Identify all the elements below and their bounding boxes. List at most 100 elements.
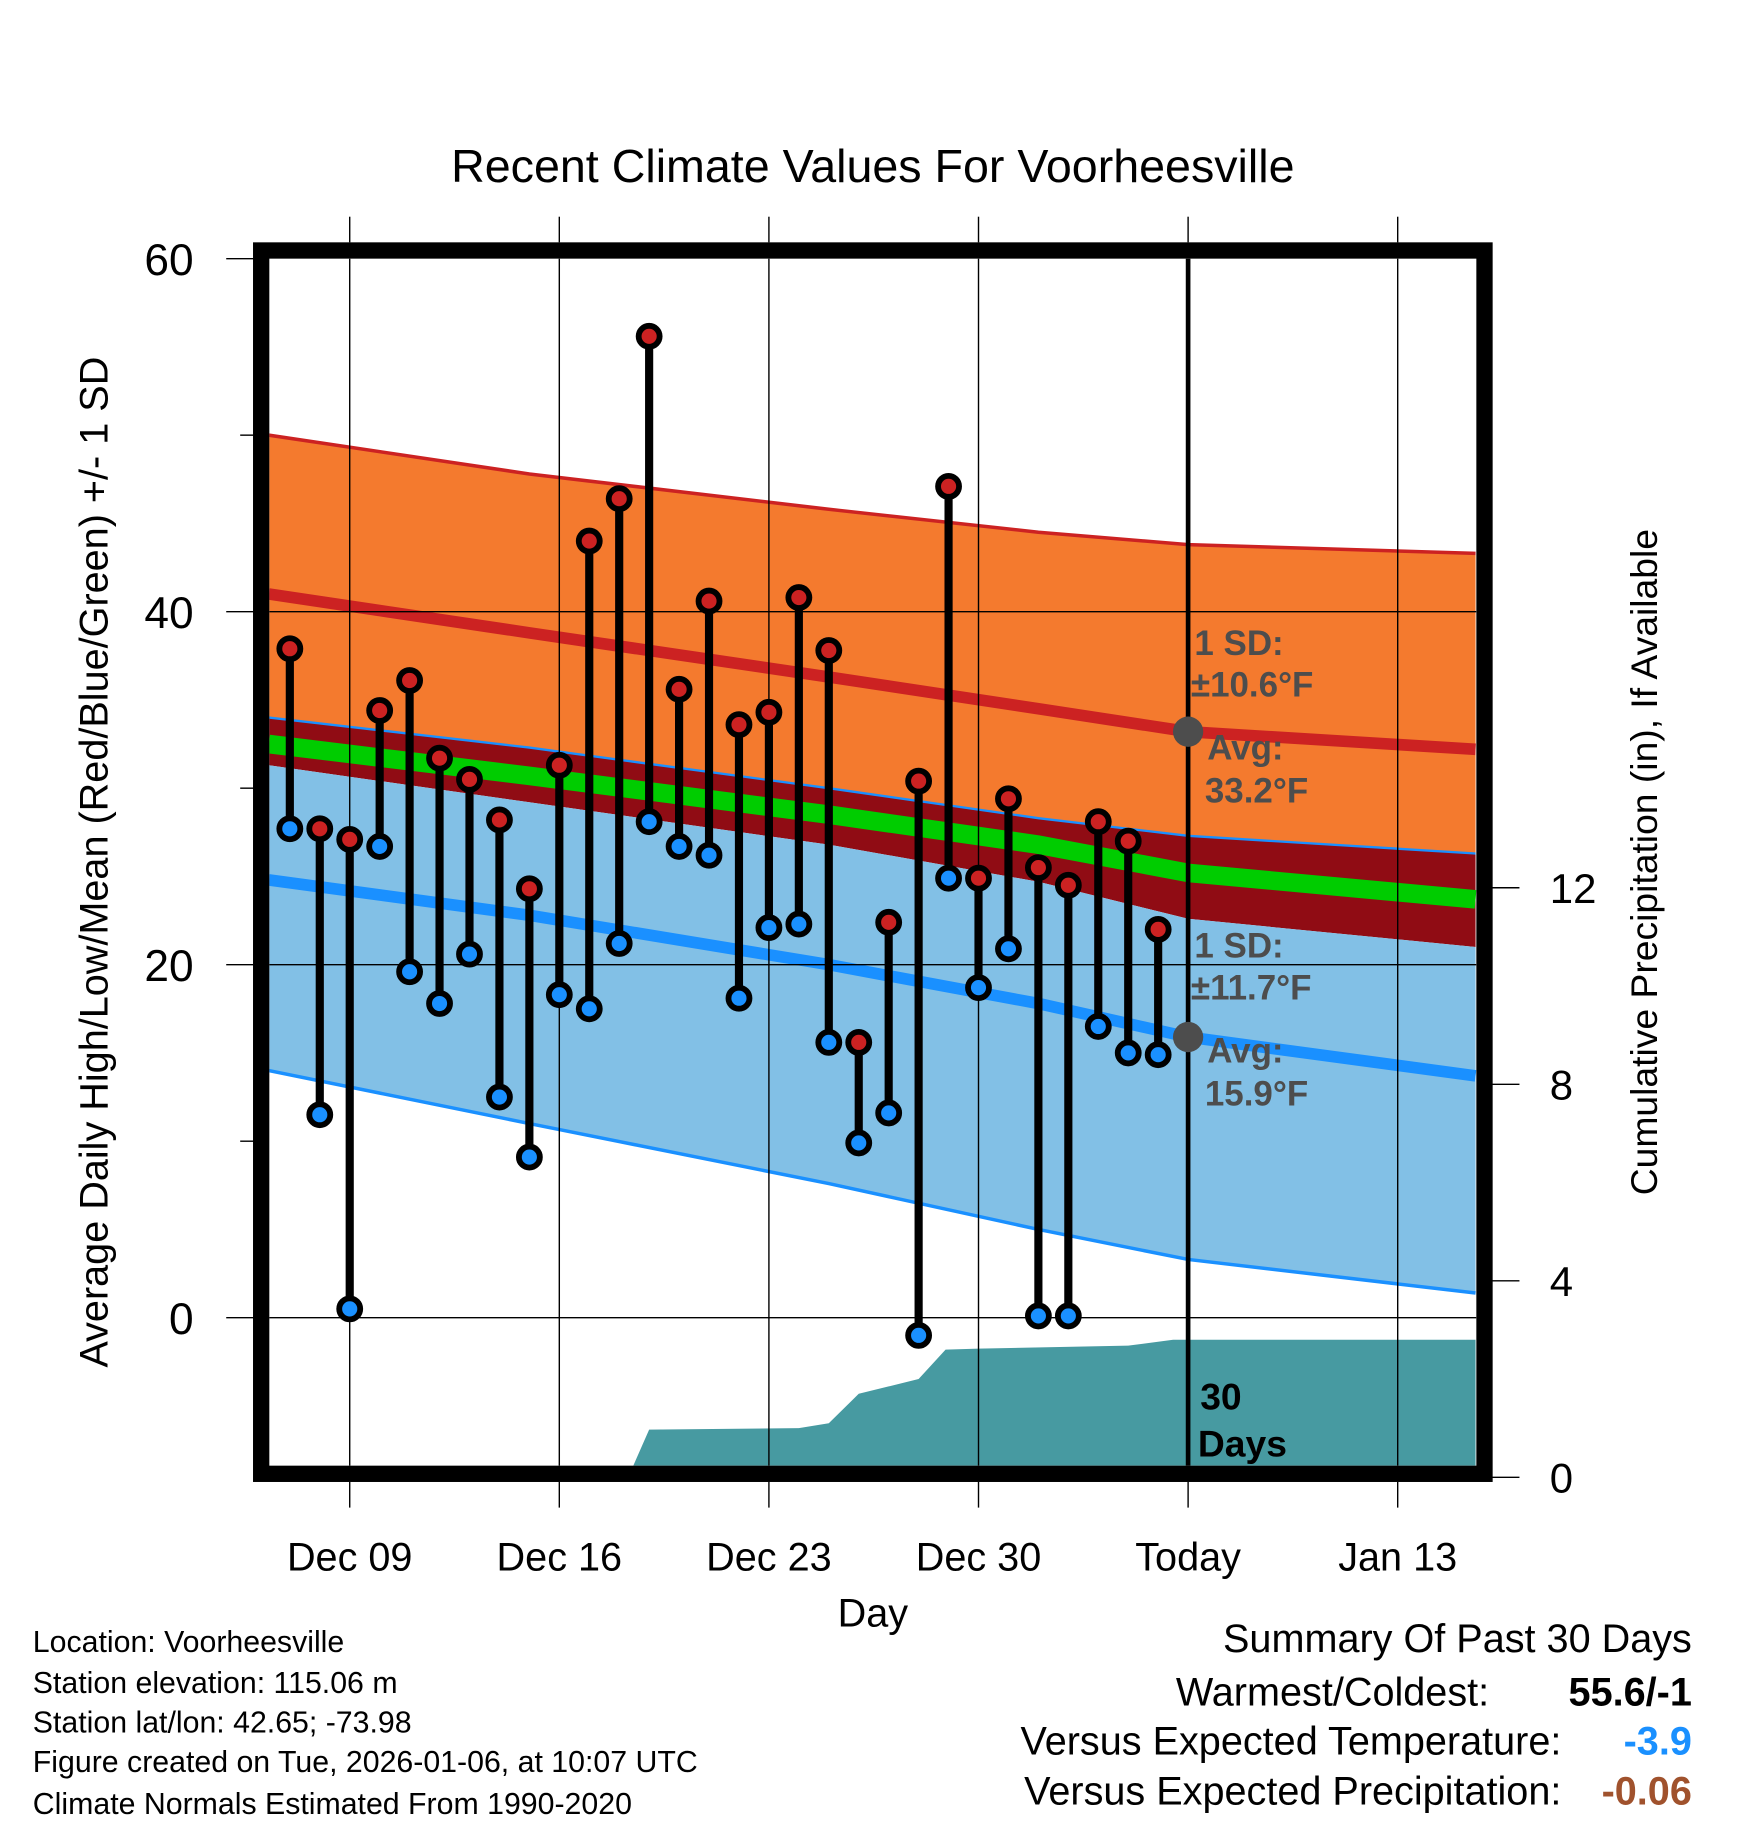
daily-low-point [1114, 1039, 1142, 1067]
low-avg-label: Avg: [1207, 1032, 1283, 1071]
warm-cold-value: 55.6/-1 [1569, 1671, 1692, 1715]
daily-high-point [276, 635, 304, 663]
daily-high-point [605, 485, 633, 513]
x-tick-label: Dec 30 [916, 1536, 1042, 1580]
daily-low-point [635, 808, 663, 836]
daily-low-point [605, 930, 633, 957]
daily-high-point [695, 587, 723, 615]
daily-high-point [815, 637, 843, 664]
daily-low-point [965, 974, 992, 1002]
y-axis-label: Average Daily High/Low/Mean (Red/Blue/Gr… [72, 357, 116, 1368]
y-tick-label: 20 [144, 942, 193, 991]
daily-high-point [665, 675, 693, 703]
daily-low-point [306, 1101, 334, 1129]
low-sd-label: 1 SD: [1194, 927, 1283, 966]
daily-low-point [515, 1143, 543, 1171]
y-tick-label: 0 [169, 1295, 194, 1344]
daily-high-point [456, 765, 483, 793]
daily-low-point [366, 833, 394, 860]
location-text: Location: Voorheesville [33, 1626, 344, 1659]
daily-low-point [396, 958, 424, 986]
x-tick-label: Dec 16 [497, 1536, 623, 1580]
daily-low-point [575, 995, 603, 1023]
y-right-tick-label: 12 [1550, 865, 1597, 912]
daily-low-point [785, 910, 813, 938]
low-sd-value: ±11.7°F [1191, 969, 1312, 1008]
daily-low-point [456, 940, 483, 968]
daily-high-point [905, 767, 933, 795]
x-tick-label: Today [1135, 1536, 1241, 1580]
precip-area [633, 1339, 1476, 1466]
daily-low-point [276, 815, 304, 843]
normals-text: Climate Normals Estimated From 1990-2020 [33, 1788, 632, 1821]
daily-low-point [486, 1083, 513, 1111]
daily-low-point [1084, 1013, 1112, 1040]
days-unit-label: Days [1198, 1422, 1287, 1464]
daily-low-point [815, 1028, 843, 1056]
elevation-text: Station elevation: 115.06 m [33, 1667, 398, 1700]
daily-low-point [755, 914, 783, 942]
daily-low-point [905, 1321, 933, 1349]
daily-low-point [1024, 1302, 1052, 1330]
daily-low-point [875, 1099, 903, 1127]
x-tick-label: Dec 23 [706, 1536, 832, 1580]
high-sd-label: 1 SD: [1194, 624, 1283, 663]
daily-high-point [486, 806, 513, 834]
created-text: Figure created on Tue, 2026-01-06, at 10… [33, 1746, 698, 1779]
high-avg-label: Avg: [1207, 729, 1283, 768]
high-sd-upper-line [269, 433, 1476, 556]
daily-high-point [845, 1028, 873, 1056]
daily-high-point [965, 864, 992, 892]
daily-low-point [545, 981, 573, 1009]
daily-high-point [306, 815, 334, 843]
y-right-tick-label: 4 [1550, 1258, 1573, 1305]
daily-high-point [635, 322, 663, 350]
daily-low-point [995, 935, 1022, 963]
latlon-text: Station lat/lon: 42.65; -73.98 [33, 1706, 412, 1739]
daily-low-point [935, 864, 962, 892]
daily-high-point [935, 472, 962, 500]
low-avg-value: 15.9°F [1205, 1075, 1308, 1114]
high-average-line [269, 588, 1476, 756]
low-sd-band [269, 765, 1476, 1293]
daily-high-point [875, 908, 903, 936]
precip-value: -0.06 [1602, 1770, 1692, 1814]
daily-high-point [995, 785, 1022, 813]
precip-label: Versus Expected Precipitation: [1024, 1770, 1561, 1814]
daily-high-point [545, 751, 573, 779]
summary-title: Summary Of Past 30 Days [1223, 1617, 1692, 1661]
daily-high-point [1084, 808, 1112, 836]
low-sd-lower-line [269, 1068, 1476, 1295]
y-axis-right-label: Cumulative Precipitation (in), If Availa… [1623, 529, 1665, 1195]
temp-value: -3.9 [1624, 1720, 1692, 1764]
y-right-tick-label: 0 [1550, 1454, 1573, 1501]
y-right-tick-label: 8 [1550, 1061, 1573, 1108]
daily-low-point [725, 984, 753, 1012]
x-tick-label: Jan 13 [1338, 1536, 1457, 1580]
y-tick-label: 40 [144, 589, 193, 638]
daily-high-point [336, 825, 364, 853]
daily-low-point [845, 1129, 873, 1157]
daily-low-point [336, 1295, 364, 1323]
summary: Summary Of Past 30 Days Warmest/Coldest:… [1020, 1617, 1691, 1814]
daily-high-point [1054, 871, 1082, 899]
plot-frame [253, 242, 1493, 1482]
daily-high-point [725, 711, 753, 739]
today-high-avg-marker [1172, 716, 1204, 747]
chart-title: Recent Climate Values For Voorheesville [451, 140, 1294, 192]
warm-cold-label: Warmest/Coldest: [1176, 1671, 1489, 1715]
mean-line [269, 734, 1477, 909]
x-tick-label: Dec 09 [287, 1536, 413, 1580]
daily-low-point [1054, 1302, 1082, 1330]
daily-low-point [665, 833, 693, 860]
daily-high-point [366, 697, 394, 724]
high-sd-band [269, 435, 1476, 854]
daily-high-point [396, 667, 424, 694]
daily-high-point [575, 527, 603, 555]
today-low-avg-marker [1172, 1021, 1204, 1053]
daily-high-point [1144, 915, 1172, 943]
daily-high-point [515, 875, 543, 903]
station-info: Location: Voorheesville Station elevatio… [33, 1626, 698, 1821]
